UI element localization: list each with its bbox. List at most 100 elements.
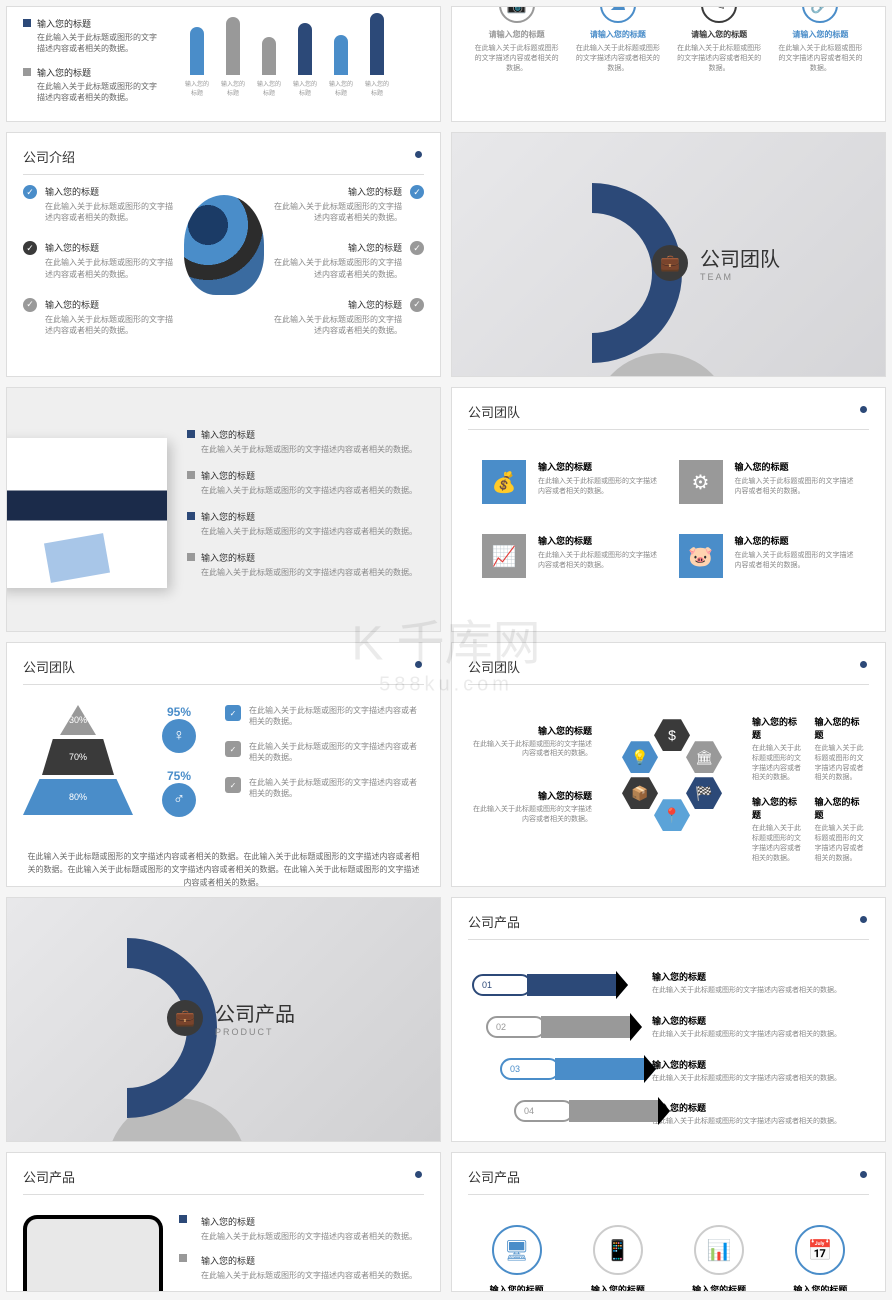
slide-product-icons: 公司产品 🖥输入您的标题在此输入关于此标题或📱输入您的标题在此输入关于此标题或📊…	[451, 1152, 886, 1292]
list-item: 输入您的标题在此输入关于此标题或图形的文字描述内容或者相关的数据。	[187, 510, 420, 537]
step-desc: 输入您的标题在此输入关于此标题或图形的文字描述内容或者相关的数据。	[652, 970, 865, 996]
arrow-step: 03	[500, 1054, 632, 1084]
item-icon: ⚙	[679, 460, 723, 504]
hex-item: 输入您的标题在此输入关于此标题或图形的文字描述内容或者相关的数据。	[752, 715, 803, 783]
hex-item: 输入您的标题在此输入关于此标题或图形的文字描述内容或者相关的数据。	[752, 795, 803, 863]
stat: 95%♀	[149, 705, 209, 753]
bar: 输入您的标题	[219, 17, 247, 97]
feature-col: 📷请输入您的标题在此输入关于此标题或图形的文字描述内容或者相关的数据。	[472, 15, 561, 113]
slide-title: 公司介绍	[7, 133, 440, 174]
grid-item: 💰输入您的标题在此输入关于此标题或图形的文字描述内容或者相关的数据。	[482, 460, 659, 504]
hex-item-left: 输入您的标题在此输入关于此标题或图形的文字描述内容或者相关的数据。	[472, 724, 592, 760]
bar: 输入您的标题	[327, 35, 355, 97]
check-item: ✓输入您的标题在此输入关于此标题或图形的文字描述内容或者相关的数据。	[272, 298, 425, 336]
hex-node: 🏁	[686, 777, 722, 809]
check-icon: ✓	[410, 298, 424, 312]
slide-arrows: 公司产品 01020304 输入您的标题在此输入关于此标题或图形的文字描述内容或…	[451, 897, 886, 1142]
check-item: ✓输入您的标题在此输入关于此标题或图形的文字描述内容或者相关的数据。	[272, 241, 425, 279]
grid-item: 🐷输入您的标题在此输入关于此标题或图形的文字描述内容或者相关的数据。	[679, 534, 856, 578]
feature-col: ☁请输入您的标题在此输入关于此标题或图形的文字描述内容或者相关的数据。	[573, 15, 662, 113]
step-desc: 输入您的标题在此输入关于此标题或图形的文字描述内容或者相关的数据。	[652, 1058, 865, 1084]
check-item: ✓输入您的标题在此输入关于此标题或图形的文字描述内容或者相关的数据。	[23, 298, 176, 336]
check-row: ✓在此输入关于此标题或图形的文字描述内容或者相关的数据。	[225, 741, 424, 763]
pyramid-seg: 70%	[42, 739, 114, 775]
hex-item: 输入您的标题在此输入关于此标题或图形的文字描述内容或者相关的数据。	[815, 715, 866, 783]
feature-col: ✎请输入您的标题在此输入关于此标题或图形的文字描述内容或者相关的数据。	[675, 15, 764, 113]
arrow-step: 01	[472, 970, 632, 1000]
item-icon: 🐷	[679, 534, 723, 578]
slide-product-cover: 💼 公司产品 PRODUCT	[6, 897, 441, 1142]
hex-node: 📦	[622, 777, 658, 809]
arrow-steps: 01 02 03 04	[472, 970, 632, 1142]
legend-item: 输入您的标题在此输入关于此标题或图形的文字描述内容或者相关的数据。	[23, 17, 163, 54]
list-item: 输入您的标题在此输入关于此标题或图形的文字描述内容或者相关的数据。	[187, 428, 420, 455]
title-dot	[415, 151, 422, 158]
check-item: ✓输入您的标题在此输入关于此标题或图形的文字描述内容或者相关的数据。	[272, 185, 425, 223]
product-col: 📅输入您的标题在此输入关于此标题或	[776, 1225, 865, 1292]
legend-item: 输入您的标题在此输入关于此标题或图形的文字描述内容或者相关的数据。	[23, 66, 163, 103]
checkbox-icon: ✓	[225, 741, 241, 757]
slide-pyramid: 公司团队 30%70%80% 95%♀75%♂ ✓在此输入关于此标题或图形的文字…	[6, 642, 441, 887]
check-icon: ✓	[23, 241, 37, 255]
slide-businessman: 输入您的标题在此输入关于此标题或图形的文字描述内容或者相关的数据。输入您的标题在…	[6, 387, 441, 632]
bar: 输入您的标题	[291, 23, 319, 97]
checkbox-icon: ✓	[225, 777, 241, 793]
phone-mockup	[23, 1215, 163, 1292]
list-item: 输入您的标题在此输入关于此标题或图形的文字描述内容或者相关的数据。	[187, 469, 420, 496]
person-icon: ♂	[162, 783, 196, 817]
feature-icon: 📷	[499, 6, 535, 23]
list-item: 输入您的标题在此输入关于此标题或图形的文字描述内容或者相关的数据。	[179, 1215, 424, 1242]
slide-grid: 输入您的标题在此输入关于此标题或图形的文字描述内容或者相关的数据。输入您的标题在…	[0, 0, 892, 1298]
check-icon: ✓	[23, 185, 37, 199]
pyramid-chart: 30% 70% 80%	[23, 705, 133, 815]
product-icon: 🖥	[492, 1225, 542, 1275]
item-icon: 📈	[482, 534, 526, 578]
product-col: 🖥输入您的标题在此输入关于此标题或	[472, 1225, 561, 1292]
product-col: 📱输入您的标题在此输入关于此标题或	[573, 1225, 662, 1292]
check-item: ✓输入您的标题在此输入关于此标题或图形的文字描述内容或者相关的数据。	[23, 185, 176, 223]
arrow-step: 02	[486, 1012, 632, 1042]
slide-team-grid: 公司团队 💰输入您的标题在此输入关于此标题或图形的文字描述内容或者相关的数据。⚙…	[451, 387, 886, 632]
check-icon: ✓	[410, 185, 424, 199]
list-item: 输入您的标题在此输入关于此标题或图形的文字描述内容或者相关的数据。	[179, 1254, 424, 1281]
bar: 输入您的标题	[255, 37, 283, 97]
check-row: ✓在此输入关于此标题或图形的文字描述内容或者相关的数据。	[225, 777, 424, 799]
slide-intro: 公司介绍 ✓输入您的标题在此输入关于此标题或图形的文字描述内容或者相关的数据。✓…	[6, 132, 441, 377]
feature-col: 🔗请输入您的标题在此输入关于此标题或图形的文字描述内容或者相关的数据。	[776, 15, 865, 113]
check-icon: ✓	[23, 298, 37, 312]
list-item: 输入您的标题在此输入关于此标题或图形的文字描述内容或者相关的数据。	[187, 551, 420, 578]
slide-team-cover: 💼 公司团队 TEAM	[451, 132, 886, 377]
feature-icon: 🔗	[802, 6, 838, 23]
slide-hex: 公司团队 输入您的标题在此输入关于此标题或图形的文字描述内容或者相关的数据。输入…	[451, 642, 886, 887]
hex-cluster: $💡🏛📦🏁📍	[602, 719, 742, 859]
slide-bars: 输入您的标题在此输入关于此标题或图形的文字描述内容或者相关的数据。输入您的标题在…	[6, 6, 441, 122]
slide-phone: 公司产品 输入您的标题在此输入关于此标题或图形的文字描述内容或者相关的数据。输入…	[6, 1152, 441, 1292]
puzzle-head-graphic	[184, 185, 264, 354]
product-icon: 📊	[694, 1225, 744, 1275]
bar: 输入您的标题	[183, 27, 211, 97]
hex-item: 输入您的标题在此输入关于此标题或图形的文字描述内容或者相关的数据。	[815, 795, 866, 863]
pyramid-seg: 30%	[60, 705, 96, 735]
hex-node: 📍	[654, 799, 690, 831]
item-icon: 💰	[482, 460, 526, 504]
check-row: ✓在此输入关于此标题或图形的文字描述内容或者相关的数据。	[225, 705, 424, 727]
arrow-step: 04	[514, 1096, 632, 1126]
feature-icon: ✎	[701, 6, 737, 23]
briefcase-icon: 💼	[652, 245, 688, 281]
feature-icon: ☁	[600, 6, 636, 23]
step-desc: 输入您的标题在此输入关于此标题或图形的文字描述内容或者相关的数据。	[652, 1014, 865, 1040]
product-icon: 📱	[593, 1225, 643, 1275]
check-icon: ✓	[410, 241, 424, 255]
product-col: 📊输入您的标题在此输入关于此标题或	[675, 1225, 764, 1292]
briefcase-icon: 💼	[167, 1000, 203, 1036]
businessman-photo	[6, 438, 167, 588]
step-desc: 输入您的标题在此输入关于此标题或图形的文字描述内容或者相关的数据。	[652, 1101, 865, 1127]
pyramid-seg: 80%	[23, 779, 133, 815]
grid-item: ⚙输入您的标题在此输入关于此标题或图形的文字描述内容或者相关的数据。	[679, 460, 856, 504]
grid-item: 📈输入您的标题在此输入关于此标题或图形的文字描述内容或者相关的数据。	[482, 534, 659, 578]
product-icon: 📅	[795, 1225, 845, 1275]
hex-item-left: 输入您的标题在此输入关于此标题或图形的文字描述内容或者相关的数据。	[472, 789, 592, 825]
checkbox-icon: ✓	[225, 705, 241, 721]
stat: 75%♂	[149, 769, 209, 817]
person-icon: ♀	[162, 719, 196, 753]
